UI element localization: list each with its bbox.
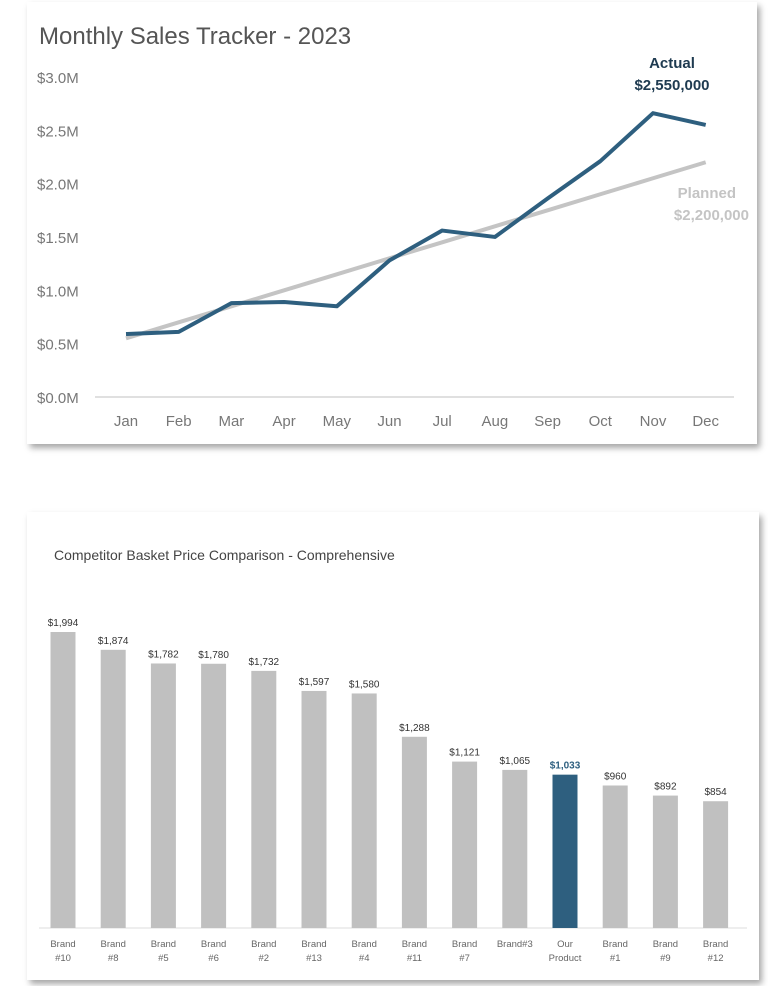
chart-title: Competitor Basket Price Comparison - Com… <box>54 547 395 563</box>
planned-value-label: $2,200,000 <box>674 207 749 224</box>
bar <box>150 663 176 928</box>
category-label: #11 <box>407 953 422 964</box>
category-label: Brand <box>101 939 126 950</box>
data-label: $892 <box>654 782 677 793</box>
planned-series-name: Planned <box>678 185 736 202</box>
category-label: #4 <box>359 953 370 964</box>
x-tick-label: Dec <box>692 413 719 430</box>
x-tick-label: Oct <box>589 413 613 430</box>
data-label: $1,597 <box>299 677 330 688</box>
category-label: #9 <box>660 953 671 964</box>
bar <box>502 769 528 928</box>
bar <box>602 785 628 928</box>
x-tick-label: Nov <box>640 413 667 430</box>
chart-title: Monthly Sales Tracker - 2023 <box>39 23 351 50</box>
category-label: #13 <box>306 953 322 964</box>
y-tick-label: $1.0M <box>37 283 79 300</box>
y-tick-label: $2.5M <box>37 123 79 140</box>
price-comparison-card: Competitor Basket Price Comparison - Com… <box>27 512 759 980</box>
x-tick-label: Mar <box>218 413 244 430</box>
category-label: #8 <box>108 953 119 964</box>
y-tick-label: $1.5M <box>37 230 79 247</box>
data-label: $1,065 <box>500 756 531 767</box>
bar <box>552 774 578 928</box>
actual-value-label: $2,550,000 <box>634 77 709 94</box>
data-label: $854 <box>704 787 727 798</box>
category-label: #7 <box>459 953 470 964</box>
category-label: Brand <box>352 939 377 950</box>
bar <box>251 670 277 928</box>
x-tick-label: Feb <box>166 413 192 430</box>
actual-series-name: Actual <box>649 55 695 72</box>
data-label: $1,121 <box>449 748 480 759</box>
category-label: #1 <box>610 953 621 964</box>
bar <box>100 649 126 928</box>
category-label: #12 <box>708 953 724 964</box>
y-tick-label: $2.0M <box>37 177 79 194</box>
bar <box>401 736 427 928</box>
x-tick-label: Sep <box>534 413 561 430</box>
data-label: $1,874 <box>98 636 129 647</box>
x-tick-label: Apr <box>272 413 295 430</box>
data-label: $1,732 <box>249 657 280 668</box>
sales-tracker-card: Monthly Sales Tracker - 2023 $0.0M $0.5M $1… <box>27 2 757 444</box>
series-line-actual <box>125 111 707 337</box>
category-label: Product <box>549 953 582 964</box>
data-label: $960 <box>604 771 627 782</box>
bar <box>652 795 678 928</box>
category-label: Our <box>557 939 573 950</box>
category-label: Brand#3 <box>497 939 533 950</box>
bar <box>351 693 377 928</box>
data-label: $1,782 <box>148 649 179 660</box>
category-label: Brand <box>251 939 276 950</box>
sales-line-chart: Monthly Sales Tracker - 2023 $0.0M $0.5M $1… <box>37 23 749 430</box>
y-tick-label: $3.0M <box>37 70 79 87</box>
price-bar-chart: Competitor Basket Price Comparison - Com… <box>39 547 747 964</box>
y-tick-label: $0.5M <box>37 337 79 354</box>
category-label: Brand <box>452 939 477 950</box>
data-label: $1,780 <box>198 650 229 661</box>
bar <box>50 632 76 928</box>
category-label: #5 <box>158 953 169 964</box>
x-tick-label: May <box>323 413 352 430</box>
x-tick-label: Aug <box>482 413 509 430</box>
data-label: $1,288 <box>399 723 430 734</box>
x-tick-label: Jul <box>433 413 452 430</box>
category-label: Brand <box>402 939 427 950</box>
category-label: #10 <box>55 953 71 964</box>
category-label: Brand <box>603 939 628 950</box>
category-label: Brand <box>653 939 678 950</box>
data-label: $1,033 <box>550 761 581 772</box>
bar <box>703 801 729 928</box>
y-tick-label: $0.0M <box>37 390 79 407</box>
category-label: #6 <box>208 953 219 964</box>
category-label: Brand <box>201 939 226 950</box>
category-label: #2 <box>259 953 270 964</box>
category-label: Brand <box>301 939 326 950</box>
bar <box>452 761 478 928</box>
data-label: $1,580 <box>349 679 380 690</box>
x-tick-label: Jan <box>114 413 138 430</box>
category-label: Brand <box>151 939 176 950</box>
bar <box>201 663 227 928</box>
category-label: Brand <box>50 939 75 950</box>
x-tick-label: Jun <box>377 413 401 430</box>
category-label: Brand <box>703 939 728 950</box>
data-label: $1,994 <box>48 618 79 629</box>
bar <box>301 690 327 928</box>
